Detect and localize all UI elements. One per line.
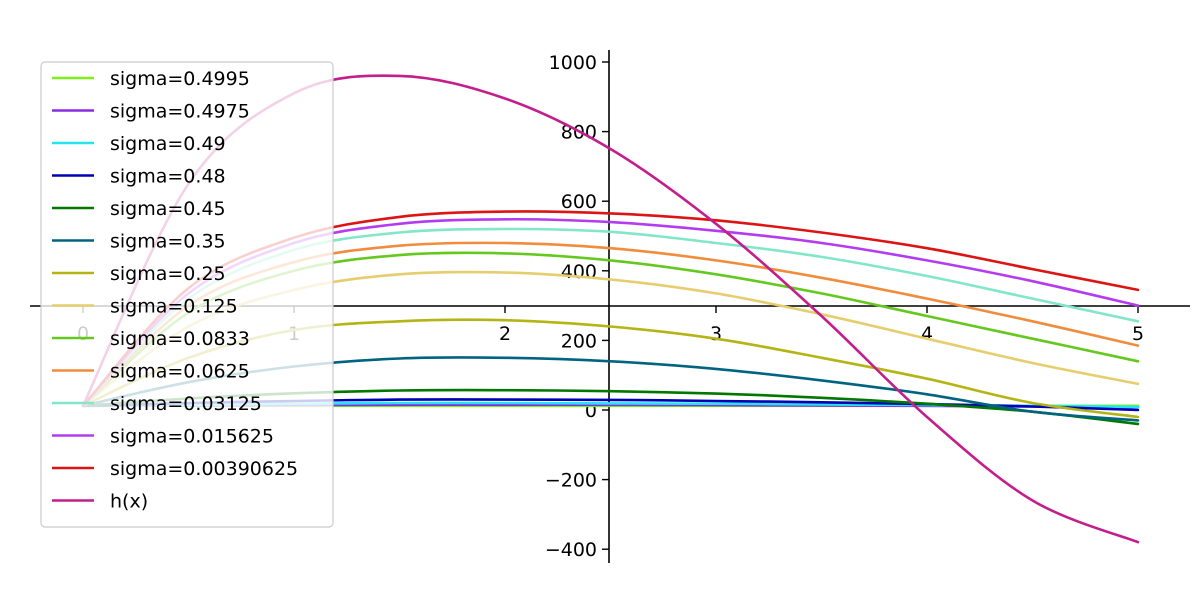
- y-tick-label: −400: [545, 539, 597, 561]
- legend-entry-label: h(x): [110, 491, 148, 513]
- y-tick-label: 1000: [549, 52, 597, 74]
- y-tick-label: 400: [561, 261, 597, 283]
- x-tick-label: 5: [1132, 323, 1144, 345]
- y-tick-label: −200: [545, 470, 597, 492]
- legend-box: [40, 61, 334, 528]
- legend-entry-label: sigma=0.125: [110, 296, 238, 318]
- legend-entry-label: sigma=0.00390625: [110, 458, 298, 480]
- legend-entry-label: sigma=0.25: [110, 263, 226, 285]
- legend-entry-label: sigma=0.03125: [110, 393, 262, 415]
- legend-entry-label: sigma=0.35: [110, 231, 226, 253]
- legend-entry-label: sigma=0.49: [110, 133, 226, 155]
- x-tick-label: 4: [921, 323, 933, 345]
- y-tick-label: 200: [561, 330, 597, 352]
- legend-entry-label: sigma=0.0625: [110, 361, 250, 383]
- legend-entry-label: sigma=0.015625: [110, 426, 274, 448]
- y-tick-label: 600: [561, 191, 597, 213]
- legend-entry-label: sigma=0.4995: [110, 68, 250, 90]
- legend: sigma=0.4995 sigma=0.4975 sigma=0.49 sigma=…: [40, 61, 334, 528]
- legend-entry-label: sigma=0.4975: [110, 101, 250, 123]
- legend-entry-label: sigma=0.45: [110, 198, 226, 220]
- x-tick-label: 2: [499, 323, 511, 345]
- legend-entry-label: sigma=0.0833: [110, 328, 250, 350]
- legend-entry-label: sigma=0.48: [110, 166, 226, 188]
- x-tick-label: 3: [710, 323, 722, 345]
